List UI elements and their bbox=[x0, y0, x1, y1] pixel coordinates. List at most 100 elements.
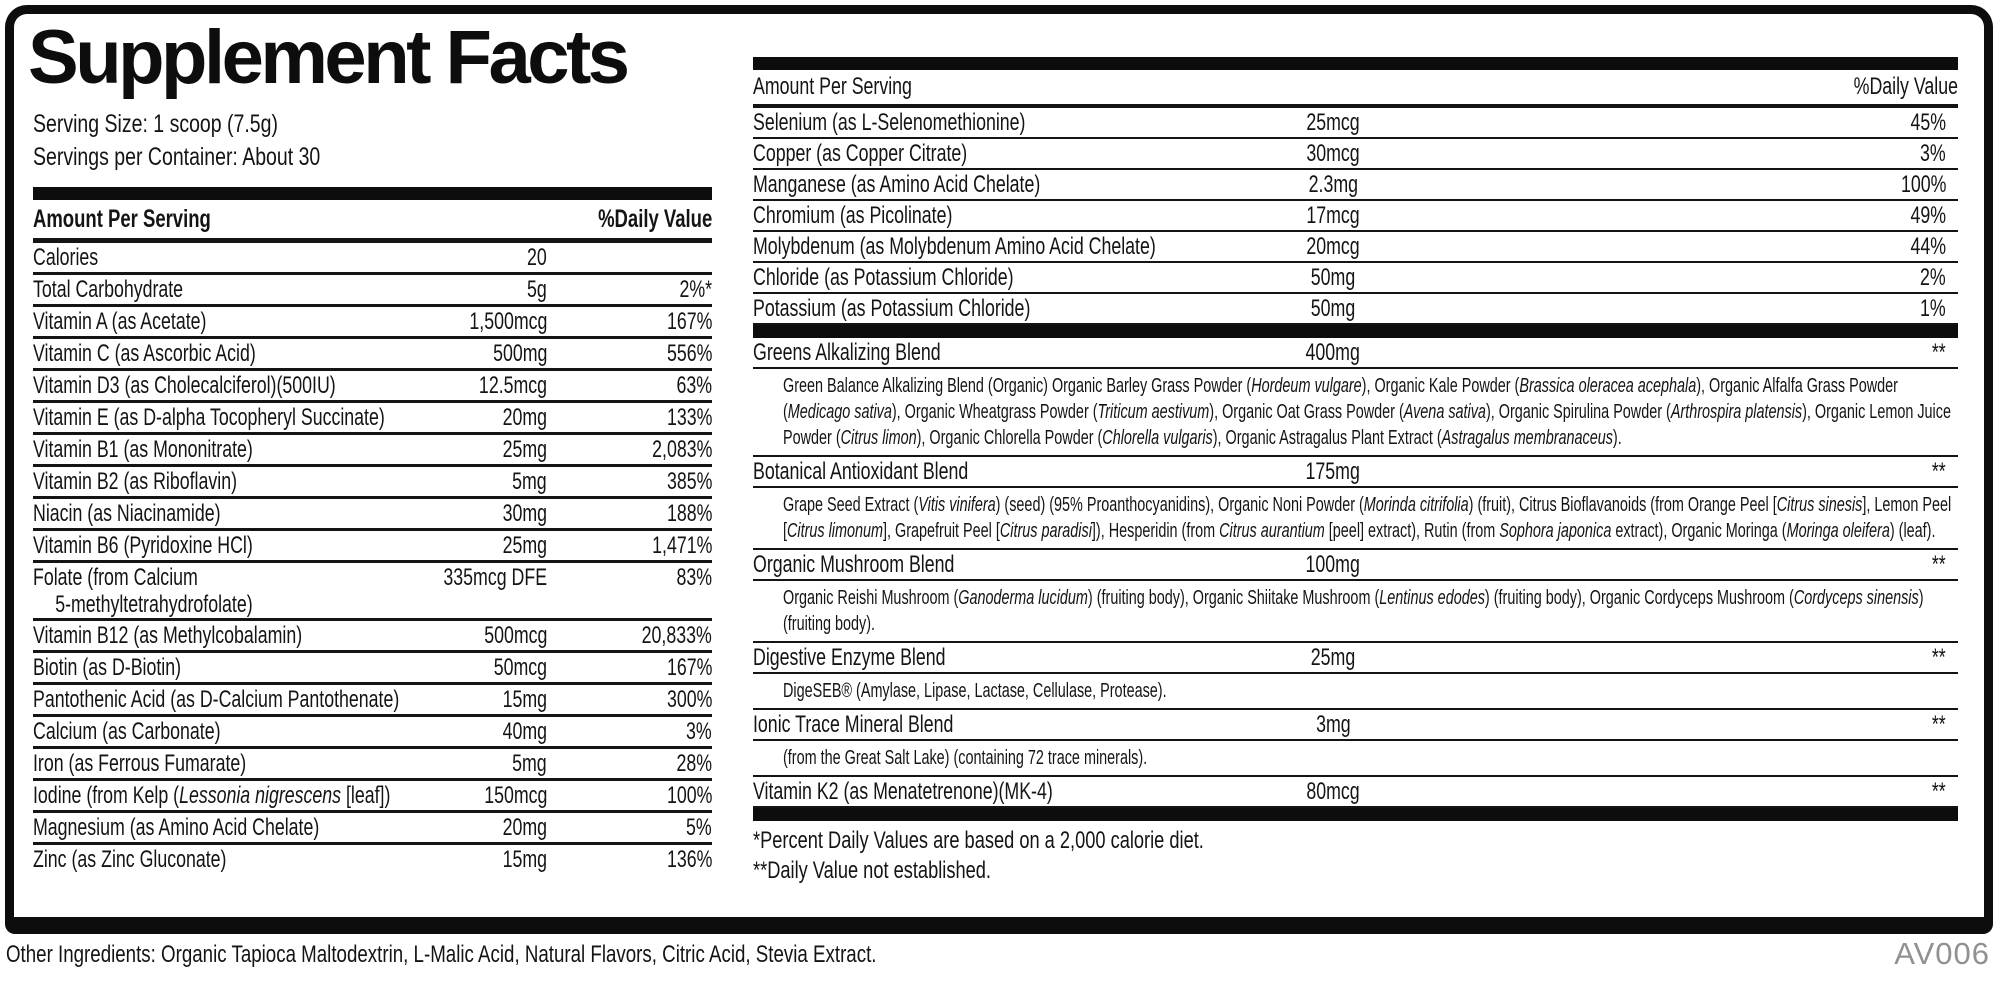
amount-cell: 25mg bbox=[502, 532, 547, 559]
blend-rows: Greens Alkalizing Blend 400mg ** Green Bala… bbox=[753, 338, 1958, 808]
amount-cell: 30mg bbox=[502, 500, 547, 527]
dv-cell: 1% bbox=[1920, 295, 1946, 322]
amount-cell: 25mcg bbox=[1306, 109, 1360, 136]
dv-cell: 100% bbox=[666, 782, 712, 809]
nutrient-name: Iron (as Ferrous Fumarate) bbox=[33, 750, 247, 777]
left-table-header: Amount Per Serving %Daily Value bbox=[33, 200, 712, 243]
dv-cell: 44% bbox=[1910, 233, 1946, 260]
nutrient-name: Pantothenic Acid (as D-Calcium Pantothen… bbox=[33, 686, 400, 713]
blend-description: DigeSEB® (Amylase, Lipase, Lactase, Cell… bbox=[753, 674, 1958, 710]
right-column: Amount Per Serving %Daily Value Selenium… bbox=[753, 57, 1958, 886]
serving-size: Serving Size: 1 scoop (7.5g) bbox=[33, 110, 278, 138]
nutrient-name: Zinc (as Zinc Gluconate) bbox=[33, 846, 227, 873]
nutrient-name: Manganese (as Amino Acid Chelate) bbox=[753, 171, 1041, 198]
amount-cell: 40mg bbox=[502, 718, 547, 745]
nutrient-row: Calories 20 bbox=[33, 243, 712, 275]
blend-description: Grape Seed Extract (Vitis vinifera) (see… bbox=[753, 488, 1958, 550]
nutrient-row: Molybdenum (as Molybdenum Amino Acid Che… bbox=[753, 232, 1958, 263]
amount-cell: 50mcg bbox=[493, 654, 547, 681]
dv-cell: 3% bbox=[686, 718, 712, 745]
dv-cell: 2% bbox=[1920, 264, 1946, 291]
nutrient-row: Vitamin B12 (as Methylcobalamin) 500mcg 20… bbox=[33, 621, 712, 653]
blend-row: Greens Alkalizing Blend 400mg ** bbox=[753, 338, 1958, 369]
dv-cell bbox=[547, 244, 712, 271]
nutrient-row: Biotin (as D-Biotin) 50mcg 167% bbox=[33, 653, 712, 685]
dv-cell: ** bbox=[1932, 711, 1946, 738]
nutrient-name: Organic Mushroom Blend bbox=[753, 551, 955, 578]
label-code: AV006 bbox=[1894, 936, 1990, 971]
nutrient-row: Vitamin B1 (as Mononitrate) 25mg 2,083% bbox=[33, 435, 712, 467]
blend-row: Digestive Enzyme Blend 25mg ** bbox=[753, 643, 1958, 674]
nutrient-name: Vitamin A (as Acetate) bbox=[33, 308, 207, 335]
nutrient-row: Vitamin B6 (Pyridoxine HCl) 25mg 1,471% bbox=[33, 531, 712, 563]
nutrient-row: Iodine (from Kelp (Lessonia nigrescens [… bbox=[33, 781, 712, 813]
nutrient-name: Molybdenum (as Molybdenum Amino Acid Che… bbox=[753, 233, 1156, 260]
amount-cell: 400mg bbox=[1305, 339, 1361, 366]
dv-cell: 167% bbox=[666, 654, 712, 681]
nutrient-row: Chloride (as Potassium Chloride) 50mg 2% bbox=[753, 263, 1958, 294]
dv-cell: 556% bbox=[666, 340, 712, 367]
dv-cell: ** bbox=[1932, 644, 1946, 671]
amount-cell: 17mcg bbox=[1306, 202, 1360, 229]
nutrient-name: Vitamin C (as Ascorbic Acid) bbox=[33, 340, 256, 367]
nutrient-name: Vitamin K2 (as Menatetrenone)(MK-4) bbox=[753, 778, 1053, 805]
amount-cell: 12.5mcg bbox=[478, 372, 547, 399]
dv-cell: 188% bbox=[666, 500, 712, 527]
nutrient-row: Selenium (as L-Selenomethionine) 25mcg 45% bbox=[753, 108, 1958, 139]
nutrient-name: Digestive Enzyme Blend bbox=[753, 644, 946, 671]
dv-cell: 20,833% bbox=[641, 622, 712, 649]
nutrient-name: Greens Alkalizing Blend bbox=[753, 339, 941, 366]
dv-cell: 2%* bbox=[679, 276, 712, 303]
nutrient-row: Vitamin D3 (as Cholecalciferol)(500IU) 12… bbox=[33, 371, 712, 403]
dv-cell: 2,083% bbox=[651, 436, 712, 463]
amount-cell: 175mg bbox=[1305, 458, 1361, 485]
nutrient-name: Potassium (as Potassium Chloride) bbox=[753, 295, 1031, 322]
nutrient-name: Chloride (as Potassium Chloride) bbox=[753, 264, 1014, 291]
amount-cell: 335mcg DFE bbox=[443, 564, 547, 591]
blend-row: Ionic Trace Mineral Blend 3mg ** bbox=[753, 710, 1958, 741]
other-ingredients: Other Ingredients: Organic Tapioca Malto… bbox=[6, 941, 877, 968]
left-column: Supplement Facts Serving Size: 1 scoop (… bbox=[28, 16, 712, 874]
nutrient-name: Niacin (as Niacinamide) bbox=[33, 500, 221, 527]
nutrient-name: Iodine (from Kelp (Lessonia nigrescens [… bbox=[33, 782, 391, 809]
dv-cell: 300% bbox=[666, 686, 712, 713]
dv-cell: 1,471% bbox=[651, 532, 712, 559]
amount-cell: 25mg bbox=[1310, 644, 1356, 671]
daily-value-header: %Daily Value bbox=[597, 204, 712, 233]
nutrient-name: Calories bbox=[33, 244, 99, 271]
nutrient-row: Vitamin E (as D-alpha Tocopheryl Succina… bbox=[33, 403, 712, 435]
amount-cell: 15mg bbox=[502, 686, 547, 713]
footnotes: *Percent Daily Values are based on a 2,0… bbox=[753, 826, 1958, 886]
nutrient-row: Iron (as Ferrous Fumarate) 5mg 28% bbox=[33, 749, 712, 781]
nutrient-name: Vitamin B2 (as Riboflavin) bbox=[33, 468, 237, 495]
nutrient-name: Folate (from Calcium 5-methyltetrahydrofo… bbox=[33, 564, 253, 618]
nutrient-name: Vitamin D3 (as Cholecalciferol)(500IU) bbox=[33, 372, 336, 399]
dv-cell: 45% bbox=[1910, 109, 1946, 136]
dv-cell: 3% bbox=[1920, 140, 1946, 167]
amount-cell: 500mcg bbox=[483, 622, 547, 649]
nutrient-name: Vitamin B12 (as Methylcobalamin) bbox=[33, 622, 303, 649]
divider-bar-thick bbox=[753, 808, 1958, 821]
blend-description: Green Balance Alkalizing Blend (Organic)… bbox=[753, 369, 1958, 457]
nutrient-row: Calcium (as Carbonate) 40mg 3% bbox=[33, 717, 712, 749]
amount-cell: 500mg bbox=[492, 340, 547, 367]
amount-cell: 5mg bbox=[512, 468, 547, 495]
nutrient-row: Vitamin A (as Acetate) 1,500mcg 167% bbox=[33, 307, 712, 339]
nutrient-name: Magnesium (as Amino Acid Chelate) bbox=[33, 814, 320, 841]
amount-per-serving-header: Amount Per Serving bbox=[753, 73, 912, 100]
nutrient-name: Vitamin E (as D-alpha Tocopheryl Succina… bbox=[33, 404, 385, 431]
nutrient-row: Chromium (as Picolinate) 17mcg 49% bbox=[753, 201, 1958, 232]
divider-bar-thick bbox=[33, 187, 712, 200]
amount-cell: 20mcg bbox=[1306, 233, 1360, 260]
nutrient-name: Vitamin B6 (Pyridoxine HCl) bbox=[33, 532, 253, 559]
amount-cell: 20 bbox=[527, 244, 547, 271]
nutrient-row: Pantothenic Acid (as D-Calcium Pantothen… bbox=[33, 685, 712, 717]
nutrient-row: Folate (from Calcium 5-methyltetrahydrofo… bbox=[33, 563, 712, 621]
footnote-dv-not-established: **Daily Value not established. bbox=[753, 857, 991, 884]
amount-cell: 50mg bbox=[1310, 295, 1356, 322]
nutrient-row: Copper (as Copper Citrate) 30mcg 3% bbox=[753, 139, 1958, 170]
nutrient-name: Calcium (as Carbonate) bbox=[33, 718, 221, 745]
amount-cell: 15mg bbox=[502, 846, 547, 873]
dv-cell: 83% bbox=[676, 564, 712, 591]
dv-cell: ** bbox=[1932, 551, 1946, 578]
